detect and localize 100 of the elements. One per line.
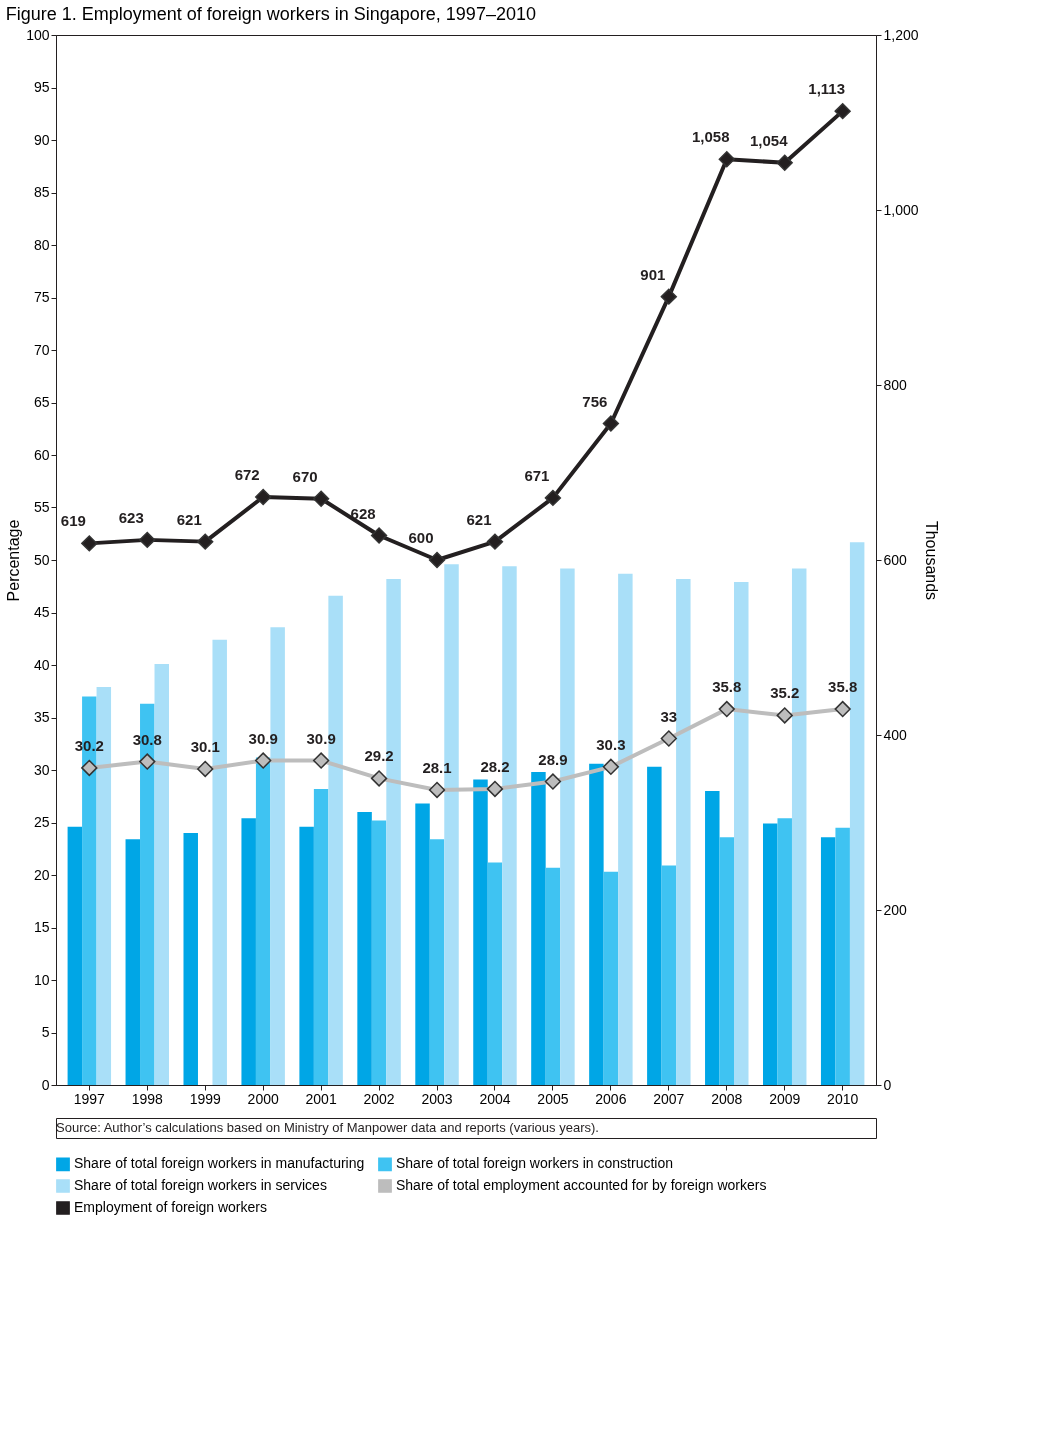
x-tick-label: 2000 [247, 1090, 279, 1107]
data-label: 30.9 [306, 729, 336, 747]
y2-tick-label: 1,200 [883, 26, 919, 43]
bar [183, 833, 198, 1085]
x-tick-label: 2005 [537, 1090, 569, 1107]
data-label: 28.2 [480, 757, 510, 775]
bar [835, 827, 850, 1085]
data-label: 35.8 [828, 678, 858, 696]
bar [705, 791, 720, 1085]
data-label: 35.8 [712, 678, 742, 696]
point [370, 770, 388, 787]
bar [125, 839, 141, 1085]
y2-tick-label: 400 [883, 726, 908, 743]
y2-tick-label: 200 [883, 901, 908, 918]
x-tick-label: 2008 [711, 1090, 743, 1107]
data-label: 619 [60, 512, 86, 530]
data-label: 621 [466, 510, 492, 528]
point [312, 752, 330, 769]
x-tick-label: 1998 [131, 1090, 164, 1107]
bar [603, 871, 619, 1085]
data-label: 621 [176, 510, 202, 528]
point [255, 488, 272, 506]
point [255, 752, 272, 769]
y2-tick-label: 0 [883, 1076, 892, 1093]
y-tick-label: 80 [33, 236, 50, 253]
bar [647, 766, 662, 1085]
data-label: 1,113 [808, 80, 846, 98]
data-label: 33 [660, 707, 678, 725]
data-label: 1,054 [749, 131, 789, 149]
source-note: Source: Author’s calculations based on Ministry of Manpower data and reports (various years). [56, 1120, 599, 1135]
bar [820, 837, 836, 1085]
data-label: 756 [582, 392, 608, 410]
x-tick-label: 1997 [73, 1090, 106, 1107]
bar [357, 812, 372, 1085]
point [544, 773, 562, 790]
x-tick-label: 1999 [189, 1090, 221, 1107]
y-tick-label: 5 [41, 1024, 50, 1040]
point [139, 531, 156, 549]
point [776, 707, 793, 724]
y-tick-label: 60 [33, 446, 50, 463]
x-tick-label: 2003 [421, 1090, 453, 1107]
data-label: 29.2 [364, 747, 394, 765]
point [776, 154, 793, 171]
point [718, 700, 735, 718]
bar [487, 862, 503, 1085]
legend-label: Share of total foreign workers in construction [396, 1155, 674, 1172]
y-tick-label: 0 [41, 1076, 50, 1093]
x-tick-label: 2001 [305, 1090, 337, 1107]
bar [241, 818, 256, 1085]
point [428, 781, 446, 799]
legend-label: Employment of foreign workers [74, 1199, 267, 1215]
point [81, 535, 98, 552]
x-tick-label: 2006 [595, 1090, 627, 1107]
bar [255, 757, 271, 1085]
data-label: 672 [234, 466, 260, 483]
legend-label: Share of total employment accounted for by foreign workers [396, 1177, 767, 1193]
data-label: 30.1 [190, 737, 220, 755]
y-tick-label: 95 [33, 79, 50, 95]
bar [661, 865, 677, 1085]
data-label: 30.8 [132, 730, 162, 748]
data-label: 35.2 [770, 684, 800, 702]
bar [429, 839, 445, 1085]
point [834, 700, 851, 718]
legend-label: Share of total foreign workers in services [74, 1177, 327, 1193]
y-tick-label: 90 [33, 131, 50, 148]
bar [719, 837, 735, 1085]
bar [589, 763, 604, 1085]
point [139, 753, 156, 770]
y-tick-label: 30 [33, 761, 50, 778]
data-label: 671 [524, 466, 550, 484]
bar [67, 826, 83, 1085]
data-label: 901 [640, 265, 666, 283]
y-tick-label: 70 [33, 341, 50, 358]
y2-tick-label: 600 [883, 551, 908, 568]
bar [473, 779, 488, 1085]
y-tick-label: 40 [33, 656, 50, 673]
data-label: 623 [118, 508, 144, 526]
point [660, 730, 677, 747]
data-label: 30.3 [596, 735, 626, 753]
bar [531, 772, 546, 1085]
x-tick-label: 2009 [769, 1090, 801, 1107]
y-tick-label: 75 [33, 289, 50, 305]
y-tick-label: 25 [33, 814, 50, 830]
point [486, 780, 504, 798]
y-tick-label: 15 [33, 919, 50, 935]
bar [371, 820, 387, 1085]
y-tick-label: 45 [33, 604, 50, 620]
point [312, 490, 330, 507]
point [428, 551, 446, 569]
bar [313, 788, 329, 1085]
point [602, 415, 620, 432]
y-tick-label: 85 [33, 184, 50, 200]
y-tick-label: 100 [26, 26, 50, 43]
y2-tick-label: 800 [883, 376, 908, 393]
x-tick-label: 2004 [479, 1090, 511, 1107]
y-tick-label: 20 [33, 866, 50, 883]
data-label: 628 [350, 504, 376, 522]
point [602, 758, 620, 776]
y-tick-label: 10 [33, 971, 50, 988]
data-label: 30.2 [74, 736, 104, 754]
